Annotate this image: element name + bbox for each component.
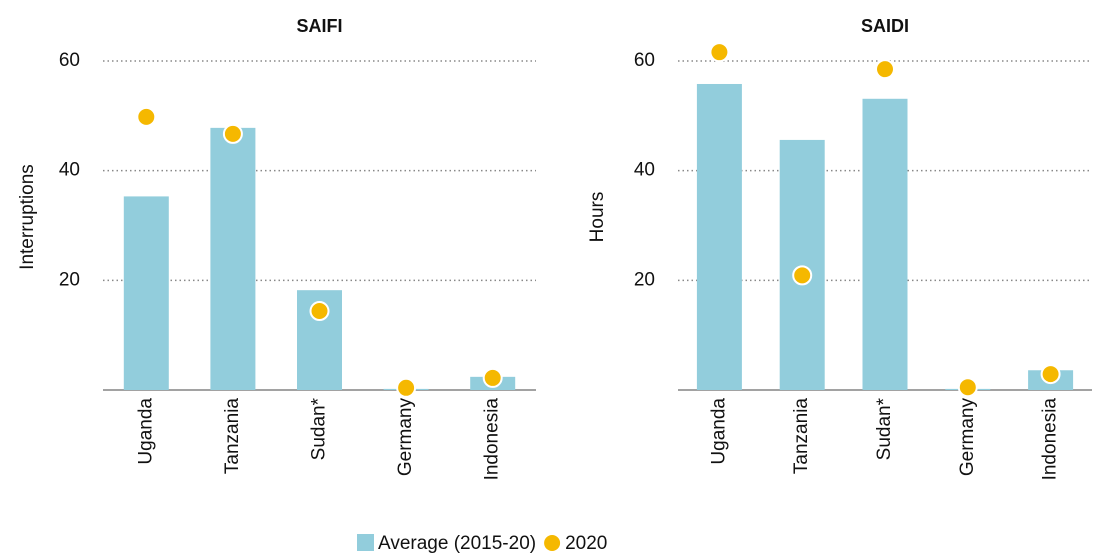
legend-swatch	[544, 535, 561, 551]
dot	[875, 59, 895, 80]
dot	[309, 301, 330, 322]
bar	[123, 196, 169, 390]
x-tick-label: Indonesia	[1040, 398, 1061, 481]
dot	[1040, 364, 1061, 385]
chart-title: SAIDI	[861, 16, 909, 36]
y-tick-label: 40	[634, 160, 655, 181]
dot	[957, 377, 978, 398]
dot	[136, 106, 157, 127]
y-tick-label: 20	[59, 269, 80, 290]
x-tick-label: Uganda	[135, 398, 156, 465]
x-tick-label: Indonesia	[482, 398, 503, 481]
x-tick-label: Germany	[957, 398, 978, 477]
x-tick-label: Sudan*	[874, 397, 895, 460]
y-tick-label: 20	[634, 269, 655, 290]
chart-title: SAIFI	[296, 16, 342, 36]
y-axis-label: Interruptions	[17, 164, 38, 270]
x-tick-label: Tanzania	[222, 398, 243, 474]
bar	[696, 83, 742, 390]
y-tick-label: 40	[59, 160, 80, 181]
y-tick-label: 60	[59, 50, 80, 71]
dot	[709, 42, 730, 63]
dot	[792, 265, 813, 286]
bar	[779, 139, 825, 390]
legend-label: Average (2015-20)	[378, 533, 536, 554]
x-tick-label: Uganda	[708, 398, 729, 465]
dot	[222, 123, 243, 144]
y-tick-label: 60	[634, 50, 655, 71]
bar	[862, 98, 908, 391]
dot	[396, 377, 417, 398]
x-tick-label: Sudan*	[309, 397, 330, 460]
dot	[482, 367, 503, 388]
bar	[210, 127, 256, 390]
y-axis-label: Hours	[587, 192, 608, 243]
x-tick-label: Tanzania	[791, 398, 812, 474]
legend-swatch	[357, 534, 374, 551]
x-tick-label: Germany	[395, 398, 416, 477]
legend-label: 2020	[565, 533, 607, 554]
